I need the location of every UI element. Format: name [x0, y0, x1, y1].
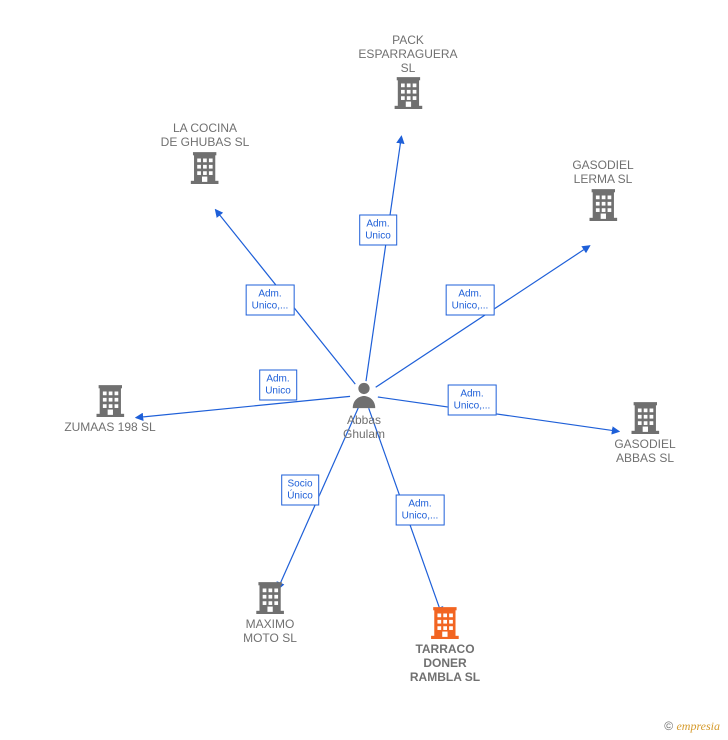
edge-line: [376, 246, 590, 387]
node-label: MAXIMO MOTO SL: [243, 618, 297, 646]
edge-label: Adm. Unico,...: [446, 285, 495, 316]
building-icon: [243, 580, 297, 614]
person-icon: [343, 380, 385, 410]
building-icon: [572, 187, 633, 221]
building-icon: [358, 75, 457, 109]
edge-label: Adm. Unico: [359, 215, 397, 246]
copyright-brand: empresia: [676, 719, 720, 733]
building-icon: [161, 150, 250, 184]
company-node[interactable]: MAXIMO MOTO SL: [243, 580, 297, 646]
edge-label: Adm. Unico: [259, 370, 297, 401]
network-canvas: Abbas Ghulam PACK ESPARRAGUERA SL LA COCIN…: [0, 0, 728, 740]
company-node[interactable]: PACK ESPARRAGUERA SL: [358, 30, 457, 109]
edge-label: Adm. Unico,...: [246, 285, 295, 316]
person-node[interactable]: Abbas Ghulam: [343, 380, 385, 442]
company-node[interactable]: GASODIEL LERMA SL: [572, 155, 633, 221]
company-node[interactable]: TARRACO DONER RAMBLA SL: [410, 605, 480, 684]
edge-line: [378, 397, 619, 431]
building-icon: [410, 605, 480, 639]
edge-label: Adm. Unico,...: [448, 385, 497, 416]
node-label: ZUMAAS 198 SL: [64, 421, 155, 435]
node-label: TARRACO DONER RAMBLA SL: [410, 643, 480, 684]
edge-label: Socio Único: [281, 475, 319, 506]
edges-layer: [0, 0, 728, 740]
node-label: GASODIEL LERMA SL: [572, 159, 633, 187]
building-icon: [614, 400, 675, 434]
edge-line: [136, 396, 350, 417]
node-label: PACK ESPARRAGUERA SL: [358, 34, 457, 75]
copyright: © empresia: [664, 719, 720, 734]
building-icon: [64, 383, 155, 417]
company-node[interactable]: ZUMAAS 198 SL: [64, 383, 155, 435]
edge-label: Adm. Unico,...: [396, 495, 445, 526]
edge-line: [366, 136, 401, 381]
node-label: LA COCINA DE GHUBAS SL: [161, 122, 250, 150]
company-node[interactable]: LA COCINA DE GHUBAS SL: [161, 118, 250, 184]
node-label: Abbas Ghulam: [343, 414, 385, 442]
node-label: GASODIEL ABBAS SL: [614, 438, 675, 466]
copyright-symbol: ©: [664, 719, 673, 733]
company-node[interactable]: GASODIEL ABBAS SL: [614, 400, 675, 466]
